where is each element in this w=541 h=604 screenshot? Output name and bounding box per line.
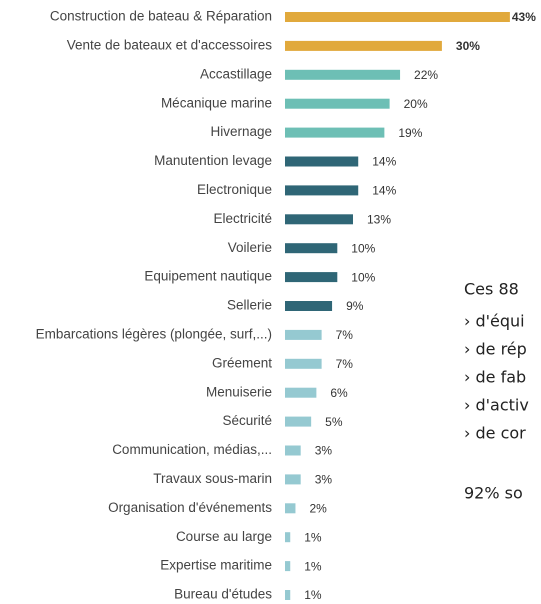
bar (285, 69, 401, 80)
category-label: Manutention levage (154, 153, 272, 168)
value-label: 9% (346, 299, 364, 313)
bar (285, 301, 333, 311)
category-label: Electronique (197, 182, 272, 197)
bar (285, 127, 385, 138)
bar (285, 12, 510, 22)
bar (285, 474, 301, 485)
annotation: › de fab (464, 368, 526, 387)
value-label: 3% (315, 444, 333, 458)
annotation: Ces 88 (464, 280, 519, 299)
value-label: 10% (351, 270, 375, 284)
category-label: Bureau d'études (174, 587, 272, 602)
value-label: 1% (304, 588, 322, 602)
category-label: Travaux sous-marin (153, 471, 272, 486)
bar (285, 243, 338, 254)
value-label: 14% (372, 184, 396, 198)
value-label: 20% (404, 97, 428, 111)
annotation: › de cor (464, 424, 526, 443)
category-label: Accastillage (200, 66, 272, 81)
value-label: 6% (330, 386, 348, 400)
category-label: Equipement nautique (144, 269, 272, 284)
bar (285, 98, 390, 109)
bar (285, 358, 322, 369)
bar (285, 561, 291, 572)
annotation: › d'équi (464, 312, 525, 331)
value-label: 10% (351, 241, 375, 255)
value-label: 7% (336, 328, 354, 342)
category-label: Course au large (176, 529, 272, 544)
bar (285, 185, 359, 196)
value-label: 19% (398, 126, 422, 140)
category-label: Sellerie (227, 298, 272, 313)
bar (285, 272, 338, 283)
category-label: Gréement (212, 355, 272, 370)
bar (285, 590, 291, 600)
category-label: Menuiserie (206, 384, 272, 399)
value-label: 22% (414, 68, 438, 82)
value-label: 43% (512, 10, 536, 24)
bar (285, 387, 317, 398)
bar (285, 503, 296, 514)
category-label: Hivernage (210, 124, 272, 139)
bar (285, 445, 301, 456)
category-label: Construction de bateau & Réparation (50, 9, 272, 24)
bar (285, 156, 359, 167)
bar (285, 329, 322, 340)
bar (285, 214, 353, 225)
value-label: 2% (309, 501, 327, 515)
value-label: 1% (304, 559, 322, 573)
bar (285, 416, 312, 427)
bar (285, 532, 291, 543)
category-label: Communication, médias,... (112, 442, 272, 457)
value-label: 30% (456, 39, 480, 53)
value-label: 3% (315, 473, 333, 487)
annotation: › de rép (464, 340, 527, 359)
value-label: 14% (372, 155, 396, 169)
annotation: › d'activ (464, 396, 529, 415)
value-label: 5% (325, 415, 343, 429)
value-label: 13% (367, 212, 391, 226)
value-label: 1% (304, 530, 322, 544)
bar (285, 40, 442, 51)
category-label: Organisation d'événements (108, 500, 272, 515)
category-label: Electricité (213, 211, 272, 226)
value-label: 7% (336, 357, 354, 371)
category-label: Vente de bateaux et d'accessoires (67, 37, 272, 52)
category-label: Mécanique marine (161, 95, 272, 110)
category-label: Sécurité (222, 413, 272, 428)
category-label: Expertise maritime (160, 558, 272, 573)
category-label: Voilerie (228, 240, 272, 255)
category-label: Embarcations légères (plongée, surf,...) (36, 326, 272, 341)
annotation: 92% so (464, 484, 523, 503)
